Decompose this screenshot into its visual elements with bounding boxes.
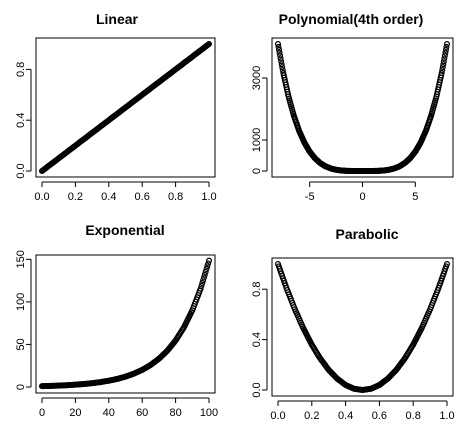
polynomial-y-tick-label: 0: [251, 168, 263, 174]
exponential-data-point-fill: [202, 268, 209, 275]
exponential-x-tick-label: 100: [200, 407, 218, 419]
linear-x-tick-label: 0.6: [135, 191, 150, 203]
polynomial-data-point-fill: [438, 72, 445, 79]
linear-title: Linear: [96, 11, 139, 27]
polynomial-data-point-fill: [279, 64, 286, 71]
exponential-x-tick-label: 0: [39, 407, 45, 419]
exponential-data-point: [197, 285, 204, 292]
exponential-data-point-fill: [200, 277, 207, 284]
exponential-panel: Exponential 0 20 40 60 80 100 0 50 100 150: [15, 222, 218, 419]
parabolic-plot-frame: [271, 257, 454, 397]
polynomial-x-tick-label: -5: [305, 191, 315, 203]
polynomial-data-point-fill: [278, 61, 285, 68]
linear-data-point: [206, 40, 213, 47]
polynomial-data-point-fill: [442, 49, 449, 56]
linear-x-tick-label: 0.2: [68, 191, 83, 203]
exponential-data-point-fill: [201, 271, 208, 278]
parabolic-x-tick-label: 0.2: [304, 410, 319, 422]
polynomial-data-point-fill: [276, 46, 283, 53]
parabolic-x-tick-label: 0.8: [406, 410, 421, 422]
polynomial-data-point-fill: [276, 49, 283, 56]
polynomial-data-point-fill: [439, 67, 446, 74]
parabolic-y-tick-label: 0.0: [251, 382, 263, 397]
exponential-data-point-fill: [204, 263, 211, 270]
parabolic-x-tick-label: 1.0: [439, 410, 454, 422]
linear-panel: Linear 0.0 0.2 0.4 0.6 0.8 1.0 0.0 0.4 0.8: [15, 11, 217, 203]
parabolic-y-tick-label: 0.4: [251, 332, 263, 347]
exponential-data-point-fill: [199, 280, 206, 287]
parabolic-x-tick-label: 0.4: [338, 410, 353, 422]
exponential-y-tick-label: 150: [15, 250, 27, 268]
polynomial-y-tick-label: 3000: [251, 66, 263, 90]
exponential-x-tick-label: 80: [169, 407, 181, 419]
exponential-x-tick-label: 60: [136, 407, 148, 419]
linear-x-tick-label: 1.0: [201, 191, 216, 203]
polynomial-data-point-fill: [278, 58, 285, 65]
polynomial-title: Polynomial(4th order): [279, 11, 424, 27]
linear-y-tick-label: 0.8: [15, 62, 27, 77]
exponential-data-point: [206, 257, 213, 264]
polynomial-x-tick-label: 0: [359, 191, 365, 203]
polynomial-y-tick-label: 1000: [251, 128, 263, 152]
linear-x-tick-label: 0.8: [168, 191, 183, 203]
exponential-y-tick-label: 50: [15, 338, 27, 350]
exponential-data-point-fill: [198, 282, 205, 289]
polynomial-data-point-fill: [277, 52, 284, 59]
polynomial-data-point-fill: [439, 64, 446, 71]
linear-x-tick-label: 0.4: [101, 191, 116, 203]
exponential-title: Exponential: [85, 222, 164, 238]
exponential-data-point-fill: [205, 260, 212, 267]
parabolic-panel: Parabolic 0.0 0.2 0.4 0.6 0.8 1.0 0.0 0.4 0.8: [251, 226, 455, 422]
linear-plot-frame: [35, 37, 216, 178]
polynomial-data-point: [438, 69, 445, 76]
polynomial-data-point-fill: [440, 61, 447, 68]
polynomial-data-point-fill: [440, 58, 447, 65]
linear-y-tick-label: 0.0: [15, 163, 27, 178]
polynomial-data-point-fill: [279, 67, 286, 74]
parabolic-data-point: [444, 261, 451, 268]
exponential-plot-frame: [35, 254, 216, 394]
polynomial-panel: Polynomial(4th order) -5 0 5 0 1000 3000: [251, 11, 454, 203]
polynomial-data-point: [444, 40, 451, 47]
linear-y-tick-label: 0.4: [15, 113, 27, 128]
exponential-y-tick-label: 0: [15, 384, 27, 390]
exponential-y-tick-label: 100: [15, 293, 27, 311]
polynomial-data-point-fill: [442, 46, 449, 53]
parabolic-y-tick-label: 0.8: [251, 282, 263, 297]
exponential-data-point-fill: [200, 274, 207, 281]
exponential-data-point-fill: [203, 266, 210, 273]
polynomial-data-point-fill: [275, 43, 282, 50]
parabolic-x-tick-label: 0.6: [372, 410, 387, 422]
exponential-x-tick-label: 40: [103, 407, 115, 419]
polynomial-data-point-fill: [441, 55, 448, 62]
exponential-x-tick-label: 20: [69, 407, 81, 419]
linear-x-tick-label: 0.0: [34, 191, 49, 203]
polynomial-data-point-fill: [441, 52, 448, 59]
polynomial-plot-frame: [271, 37, 454, 178]
polynomial-data-point: [275, 40, 282, 47]
polynomial-x-tick-label: 5: [412, 191, 418, 203]
parabolic-title: Parabolic: [335, 226, 398, 242]
polynomial-data-point-fill: [443, 43, 450, 50]
polynomial-data-point-fill: [277, 55, 284, 62]
parabolic-x-tick-label: 0.0: [270, 410, 285, 422]
